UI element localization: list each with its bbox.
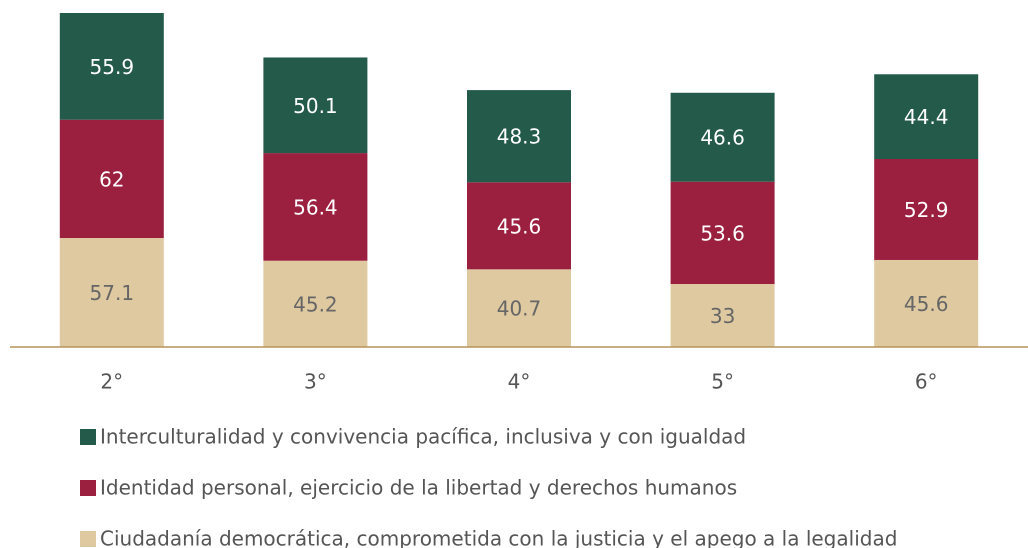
value-label: 44.4 [904, 105, 949, 129]
x-tick-label: 6° [915, 370, 938, 394]
bar-segment [874, 159, 979, 260]
legend-label: Ciudadanía democrática, comprometida con… [100, 527, 897, 548]
value-label: 55.9 [90, 55, 135, 79]
value-label: 48.3 [497, 125, 542, 149]
value-label: 62 [99, 167, 124, 191]
bar-segment [59, 238, 164, 347]
value-label: 57.1 [90, 281, 135, 305]
x-tick-label: 3° [304, 370, 327, 394]
value-label: 45.2 [293, 292, 338, 316]
legend-swatch [80, 531, 96, 547]
value-label: 56.4 [293, 195, 338, 219]
bar-segment [467, 90, 571, 183]
legend-label: Identidad personal, ejercicio de la libe… [100, 476, 737, 500]
value-label: 50.1 [293, 94, 338, 118]
x-tick-label: 5° [711, 370, 734, 394]
value-label: 33 [710, 304, 735, 328]
bar-segment [670, 92, 775, 182]
value-label: 46.6 [700, 126, 745, 150]
bar-segment [263, 260, 368, 347]
value-label: 52.9 [904, 198, 949, 222]
value-label: 40.7 [497, 297, 542, 321]
bar-segment [874, 74, 979, 160]
bar-segment [263, 153, 368, 261]
legend-label: Interculturalidad y convivencia pacífica… [100, 425, 746, 449]
legend-swatch [80, 480, 96, 496]
bar-segment [263, 57, 368, 154]
bar-segment [467, 182, 571, 270]
bar-segment [874, 259, 979, 347]
bar-segment [670, 284, 775, 347]
value-label: 53.6 [700, 221, 745, 245]
value-label: 45.6 [497, 214, 542, 238]
x-tick-label: 2° [100, 370, 123, 394]
x-tick-label: 4° [508, 370, 531, 394]
bar-segment [467, 269, 571, 347]
bar-segment [670, 181, 775, 285]
bar-segment [59, 119, 164, 239]
value-label: 45.6 [904, 292, 949, 316]
legend-swatch [80, 429, 96, 445]
bar-segment [59, 13, 164, 120]
